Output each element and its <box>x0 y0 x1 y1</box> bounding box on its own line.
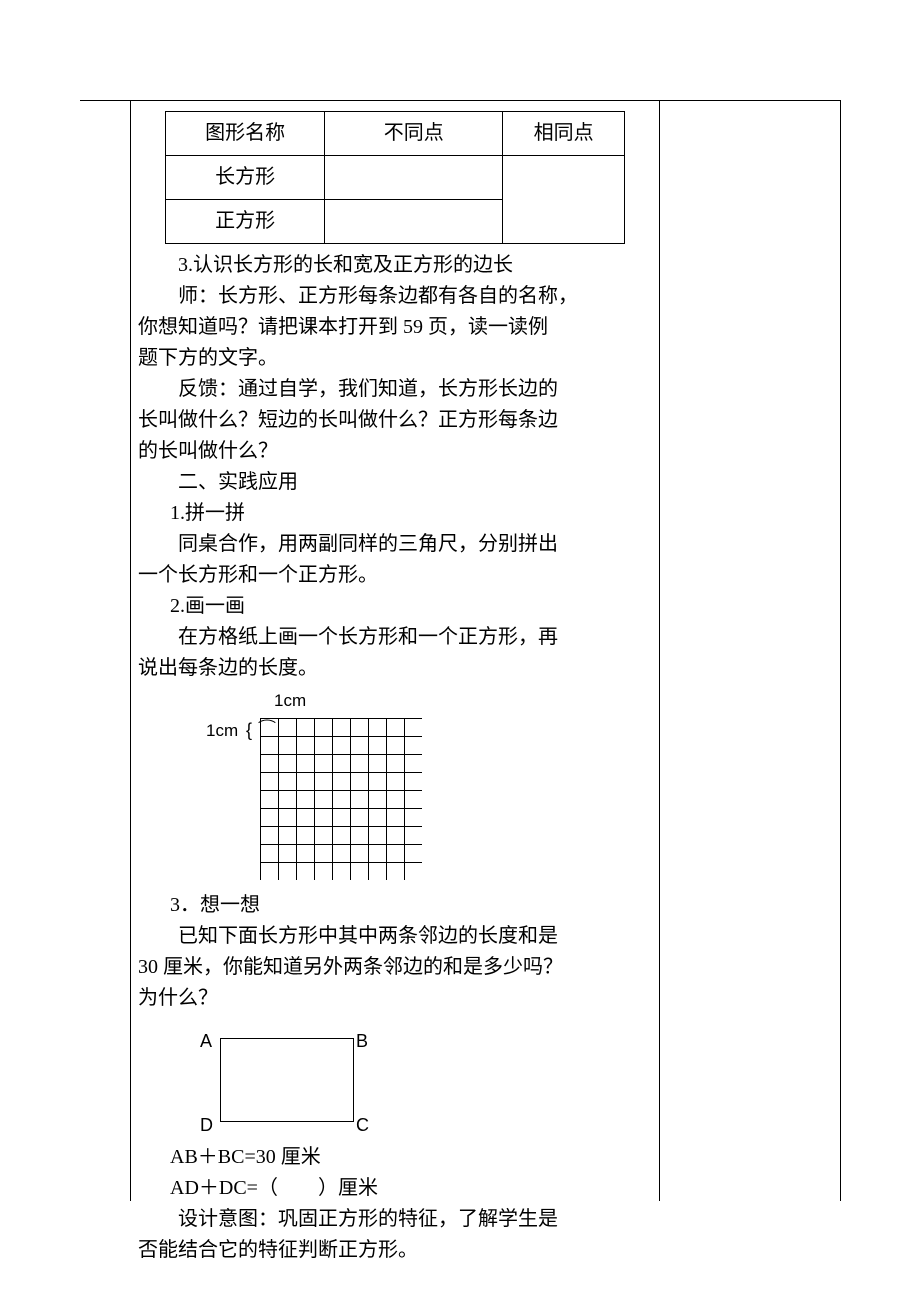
feedback-text: 反馈：通过自学，我们知道，长方形长边的 <box>138 374 652 405</box>
feedback-text: 的长叫做什么？ <box>138 436 652 467</box>
cell-same <box>503 156 625 244</box>
vertex-label-c: C <box>356 1112 369 1140</box>
teacher-text: 你想知道吗？请把课本打开到 59 页，读一读例 <box>138 312 652 343</box>
table-row: 图形名称 不同点 相同点 <box>166 112 625 156</box>
activity-2-text: 说出每条边的长度。 <box>138 653 652 684</box>
cell-square-diff <box>325 200 503 244</box>
th-diff: 不同点 <box>325 112 503 156</box>
table-row: 长方形 <box>166 156 625 200</box>
part-2-title: 二、实践应用 <box>138 467 652 498</box>
activity-2-text: 在方格纸上画一个长方形和一个正方形，再 <box>138 622 652 653</box>
activity-2-title: 2.画一画 <box>138 591 652 622</box>
comparison-table: 图形名称 不同点 相同点 长方形 正方形 <box>165 111 625 244</box>
cell-square-name: 正方形 <box>166 200 325 244</box>
grid-label-left: 1cm <box>206 718 238 744</box>
left-margin-column <box>80 101 131 1201</box>
grid-label-top: 1cm <box>274 688 306 714</box>
vertex-label-d: D <box>200 1112 213 1140</box>
section-3-title: 3.认识长方形的长和宽及正方形的边长 <box>138 250 652 281</box>
design-intent-text: 否能结合它的特征判断正方形。 <box>138 1235 652 1266</box>
activity-1-text: 同桌合作，用两副同样的三角尺，分别拼出 <box>138 529 652 560</box>
th-same: 相同点 <box>503 112 625 156</box>
brace-left-icon: { <box>246 717 252 745</box>
rectangle-figure: A B D C <box>198 1028 398 1138</box>
activity-3-text: 为什么？ <box>138 983 652 1014</box>
main-content: 图形名称 不同点 相同点 长方形 正方形 3.认识长方形的长和宽及正方形的边长 … <box>130 101 660 1201</box>
grid-figure: 1cm ︵ 1cm { <box>198 688 428 888</box>
equation-1: AB＋BC=30 厘米 <box>138 1142 652 1173</box>
design-intent-text: 设计意图：巩固正方形的特征，了解学生是 <box>138 1204 652 1235</box>
teacher-text: 师：长方形、正方形每条边都有各自的名称， <box>138 281 652 312</box>
activity-1-text: 一个长方形和一个正方形。 <box>138 560 652 591</box>
vertex-label-a: A <box>200 1028 212 1056</box>
grid-svg <box>260 718 422 880</box>
rectangle-abcd <box>220 1038 354 1122</box>
th-shape-name: 图形名称 <box>166 112 325 156</box>
activity-3-text: 30 厘米，你能知道另外两条邻边的和是多少吗？ <box>138 952 652 983</box>
activity-3-text: 已知下面长方形中其中两条邻边的长度和是 <box>138 921 652 952</box>
cell-rect-name: 长方形 <box>166 156 325 200</box>
equation-2: AD＋DC=（ ）厘米 <box>138 1173 652 1204</box>
cell-rect-diff <box>325 156 503 200</box>
right-margin-column <box>659 101 840 1201</box>
teacher-text: 题下方的文字。 <box>138 343 652 374</box>
activity-1-title: 1.拼一拼 <box>138 498 652 529</box>
feedback-text: 长叫做什么？短边的长叫做什么？正方形每条边 <box>138 405 652 436</box>
activity-3-title: 3．想一想 <box>138 890 652 921</box>
vertex-label-b: B <box>356 1028 368 1056</box>
